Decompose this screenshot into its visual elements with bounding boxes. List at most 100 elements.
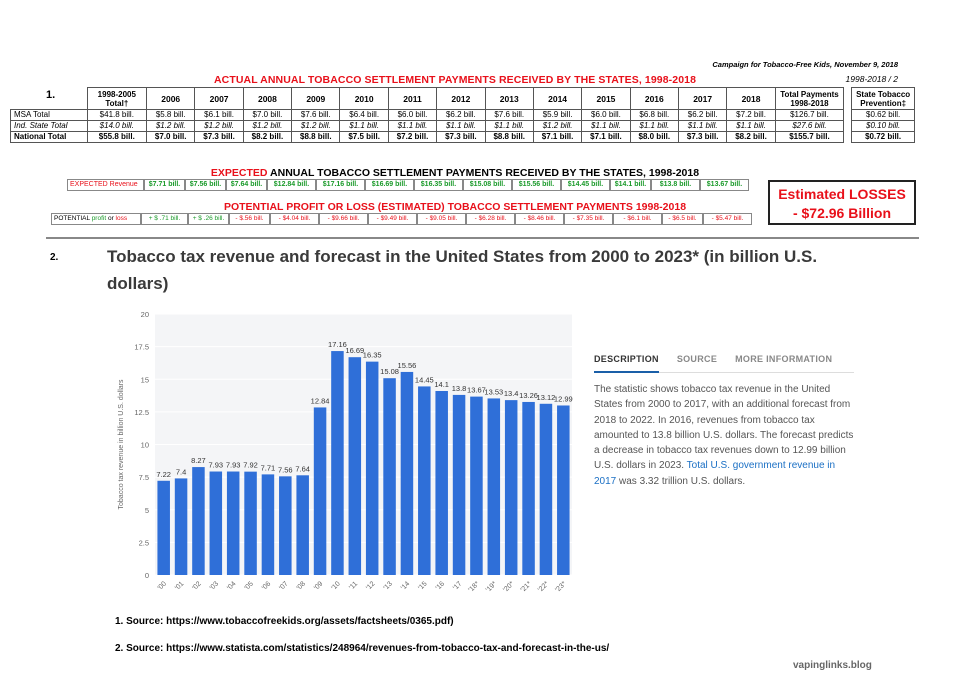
x-tick-label: '21*	[520, 580, 534, 594]
bar-value-label: 7.64	[295, 464, 310, 473]
table-cell: $6.1 bill.	[194, 109, 244, 121]
government-revenue-link[interactable]: Total U.S. government revenue in 2017	[594, 460, 836, 487]
potential-profit-loss-title: POTENTIAL PROFIT OR LOSS (ESTIMATED) TOB…	[223, 201, 687, 213]
bar-value-label: 13.12	[537, 393, 556, 402]
table-cell: $7.2 bill.	[387, 131, 438, 143]
bar-value-label: 7.4	[176, 467, 186, 476]
table-cell: $1.2 bill.	[291, 120, 341, 132]
description-tail: was 3.32 trillion U.S. dollars.	[616, 475, 746, 487]
bar-'12	[365, 361, 379, 575]
expected-label: EXPECTED Revenue	[67, 179, 144, 191]
bar-value-label: 7.93	[209, 461, 224, 470]
x-tick-label: '11	[348, 580, 359, 591]
column-header: 2012	[436, 87, 486, 110]
bar-'04	[226, 471, 240, 575]
x-tick-label: '09	[313, 580, 324, 591]
bar-'15	[418, 386, 431, 575]
potential-value: + $ .26 bill.	[188, 213, 229, 225]
tab-source[interactable]: SOURCE	[676, 354, 718, 364]
y-tick-label: 20	[141, 310, 149, 319]
y-tick-label: 15	[141, 375, 149, 384]
potential-value: - $6.5 bill.	[662, 213, 703, 225]
or-word: or	[107, 215, 114, 222]
table-cell: $0.72 bill.	[851, 131, 915, 143]
x-tick-label: '16	[435, 580, 446, 591]
column-header: Total Payments 1998-2018	[774, 87, 845, 110]
column-header: 2010	[339, 87, 389, 110]
potential-value: - $9.05 bill.	[417, 213, 466, 225]
page-number: 1998-2018 / 2	[845, 74, 898, 84]
losses-line-2: - $72.96 Billion	[792, 205, 892, 221]
potential-value: - $9.66 bill.	[319, 213, 368, 225]
table-cell: $7.0 bill.	[242, 109, 293, 121]
source-1: 1. Source: https://www.tobaccofreekids.o…	[115, 616, 454, 627]
header-blank	[11, 88, 88, 110]
expected-payments-title: EXPECTED ANNUAL TOBACCO SETTLEMENT PAYME…	[90, 167, 820, 179]
table-cell: $1.1 bill.	[629, 120, 679, 132]
bar-'19*	[487, 398, 501, 575]
column-header: 2018	[726, 87, 776, 110]
table-cell: $7.2 bill.	[726, 109, 776, 121]
table-cell: $6.2 bill.	[436, 109, 486, 121]
row-label: National Total	[10, 131, 88, 143]
potential-label-prefix: POTENTIAL	[54, 215, 92, 222]
table-cell: $126.7 bill.	[774, 109, 845, 121]
bar-value-label: 15.56	[398, 361, 417, 370]
bar-'17	[452, 394, 466, 575]
column-header: 2017	[677, 87, 728, 110]
x-tick-label: '10	[330, 580, 341, 591]
loss-word: loss	[115, 215, 128, 222]
column-header: 2013	[484, 87, 534, 110]
bar-value-label: 7.71	[261, 463, 276, 472]
bar-'07	[279, 476, 292, 575]
expected-revenue-row: EXPECTED Revenue $7.71 bill. $7.56 bill. $7…	[67, 179, 749, 191]
x-tick-label: '02	[191, 580, 202, 591]
table-cell: $6.0 bill.	[387, 109, 438, 121]
bar-value-label: 17.16	[328, 340, 347, 349]
description-body: The statistic shows tobacco tax revenue …	[594, 384, 854, 472]
bar-value-label: 7.22	[156, 470, 171, 479]
section-2-number: 2.	[50, 252, 59, 263]
tab-description[interactable]: DESCRIPTION	[594, 351, 659, 373]
bar-value-label: 13.4	[504, 389, 519, 398]
x-tick-label: '08	[296, 580, 307, 591]
tab-more-information[interactable]: MORE INFORMATION	[735, 354, 833, 364]
table-cell: $1.1 bill.	[436, 120, 486, 132]
description-text: The statistic shows tobacco tax revenue …	[594, 382, 856, 489]
table-cell: $1.2 bill.	[194, 120, 244, 132]
table-cell: $155.7 bill.	[774, 131, 845, 143]
bar-value-label: 14.1	[434, 380, 449, 389]
table-cell: $1.1 bill.	[726, 120, 776, 132]
campaign-note: Campaign for Tobacco-Free Kids, November…	[712, 60, 898, 69]
bar-'18*	[470, 396, 483, 575]
expected-value: $7.56 bill.	[185, 179, 226, 191]
bar-'03	[209, 471, 223, 575]
x-tick-label: '00	[157, 580, 168, 591]
bar-'02	[192, 467, 205, 575]
bar-'13	[383, 378, 396, 575]
table-cell: $41.8 bill.	[86, 109, 148, 121]
table-cell: $1.2 bill.	[146, 120, 196, 132]
expected-value: $15.08 bill.	[463, 179, 512, 191]
bar-value-label: 13.8	[452, 384, 467, 393]
x-tick-label: '06	[261, 580, 272, 591]
bar-'10	[331, 351, 344, 575]
expected-value: $14.45 bill.	[561, 179, 610, 191]
column-header: 2015	[581, 87, 631, 110]
table-cell: $6.0 bill.	[581, 109, 631, 121]
table-cell: $7.0 bill.	[146, 131, 196, 143]
expected-value: $13.8 bill.	[651, 179, 700, 191]
table-cell: $8.8 bill.	[291, 131, 341, 143]
bar-value-label: 16.35	[363, 351, 382, 360]
table-cell: $7.6 bill.	[291, 109, 341, 121]
potential-value: - $4.04 bill.	[270, 213, 319, 225]
table-cell: $8.0 bill.	[629, 131, 679, 143]
x-tick-label: '20*	[502, 580, 516, 594]
column-header: 1998-2005 Total†	[86, 87, 148, 110]
column-header: 2006	[146, 87, 196, 110]
table-cell: $6.8 bill.	[629, 109, 679, 121]
table-cell: $7.3 bill.	[677, 131, 728, 143]
table-cell: $0.62 bill.	[851, 109, 915, 121]
x-tick-label: '03	[209, 580, 220, 591]
expected-word: EXPECTED	[210, 167, 268, 179]
